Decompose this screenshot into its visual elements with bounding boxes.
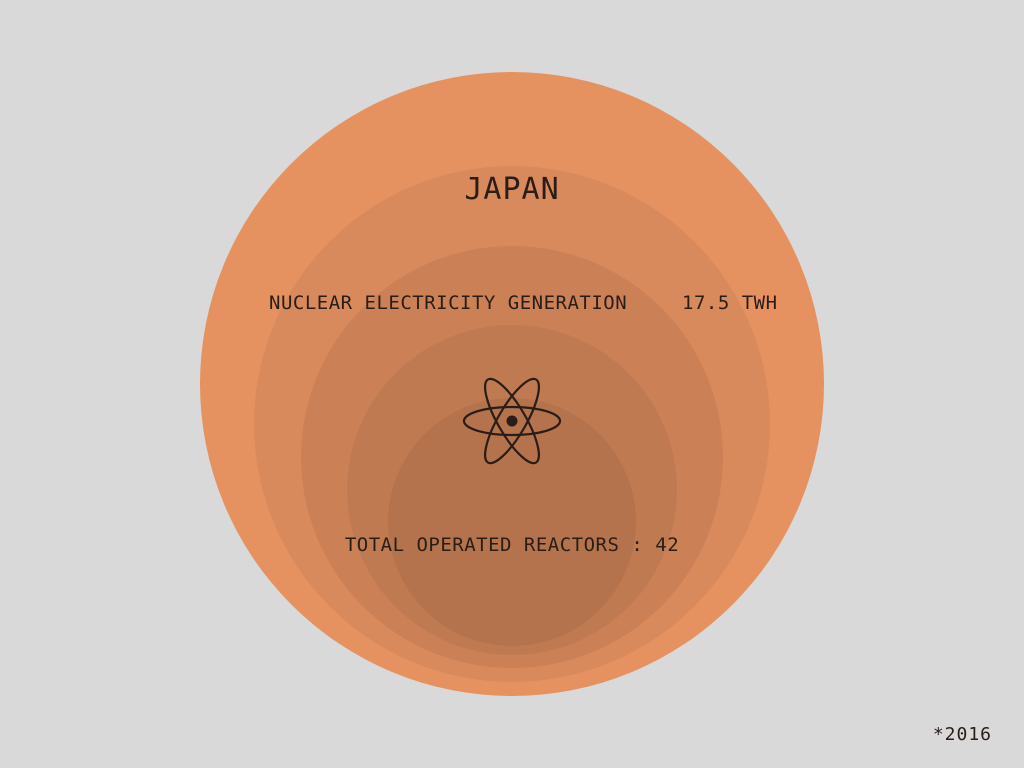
atom-icon: [462, 377, 562, 465]
generation-label: NUCLEAR ELECTRICITY GENERATION: [269, 292, 628, 314]
ring-inner: [388, 398, 636, 646]
reactors-count-label: TOTAL OPERATED REACTORS : 42: [344, 534, 680, 556]
country-title: JAPAN: [464, 172, 560, 207]
year-footnote: *2016: [932, 724, 992, 745]
generation-value: 17.5 TWh: [682, 292, 778, 314]
